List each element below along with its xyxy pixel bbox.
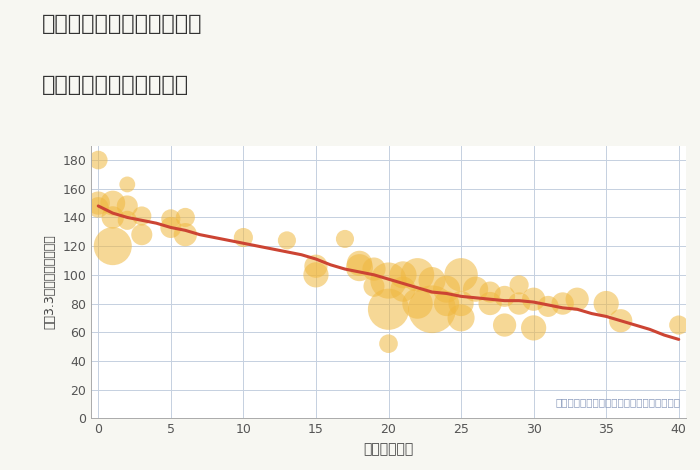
Point xyxy=(470,285,481,293)
Point xyxy=(456,271,467,279)
Point xyxy=(310,262,321,270)
Point xyxy=(92,157,104,164)
Point xyxy=(107,214,118,221)
Point xyxy=(426,306,438,313)
Text: 円の大きさは、取引のあった物件面積を示す: 円の大きさは、取引のあった物件面積を示す xyxy=(555,398,680,407)
Point xyxy=(136,212,148,220)
Point xyxy=(542,303,554,310)
Point xyxy=(281,236,293,244)
Point xyxy=(426,277,438,284)
Point xyxy=(484,288,496,296)
Point xyxy=(398,271,409,279)
Point xyxy=(354,259,365,267)
Point xyxy=(383,340,394,347)
Point xyxy=(557,300,568,307)
Point xyxy=(412,271,423,279)
Point xyxy=(92,204,104,211)
Point xyxy=(383,277,394,284)
Point xyxy=(340,235,351,243)
Point xyxy=(412,300,423,307)
X-axis label: 築年数（年）: 築年数（年） xyxy=(363,442,414,456)
Point xyxy=(572,296,583,303)
Point xyxy=(238,234,249,241)
Point xyxy=(441,285,452,293)
Point xyxy=(398,285,409,293)
Point xyxy=(484,300,496,307)
Point xyxy=(615,317,626,324)
Y-axis label: 坪（3.3㎡）単価（万円）: 坪（3.3㎡）単価（万円） xyxy=(43,235,57,329)
Point xyxy=(601,300,612,307)
Point xyxy=(136,231,148,238)
Point xyxy=(528,324,539,332)
Point xyxy=(122,217,133,224)
Point xyxy=(354,264,365,271)
Point xyxy=(165,224,176,231)
Point xyxy=(122,180,133,188)
Point xyxy=(514,300,525,307)
Point xyxy=(456,300,467,307)
Point xyxy=(383,306,394,313)
Point xyxy=(107,243,118,250)
Text: 築年数別中古戸建て価格: 築年数別中古戸建て価格 xyxy=(42,75,189,95)
Point xyxy=(499,293,510,300)
Point xyxy=(92,199,104,207)
Text: 奈良県奈良市北登美ヶ丘の: 奈良県奈良市北登美ヶ丘の xyxy=(42,14,202,34)
Point xyxy=(514,281,525,289)
Point xyxy=(180,214,191,221)
Point xyxy=(107,199,118,207)
Point xyxy=(441,300,452,307)
Point xyxy=(368,282,379,290)
Point xyxy=(180,231,191,238)
Point xyxy=(165,215,176,223)
Point xyxy=(310,271,321,279)
Point xyxy=(499,321,510,329)
Point xyxy=(122,202,133,210)
Point xyxy=(673,321,685,329)
Point xyxy=(456,314,467,321)
Point xyxy=(528,296,539,303)
Point xyxy=(368,266,379,273)
